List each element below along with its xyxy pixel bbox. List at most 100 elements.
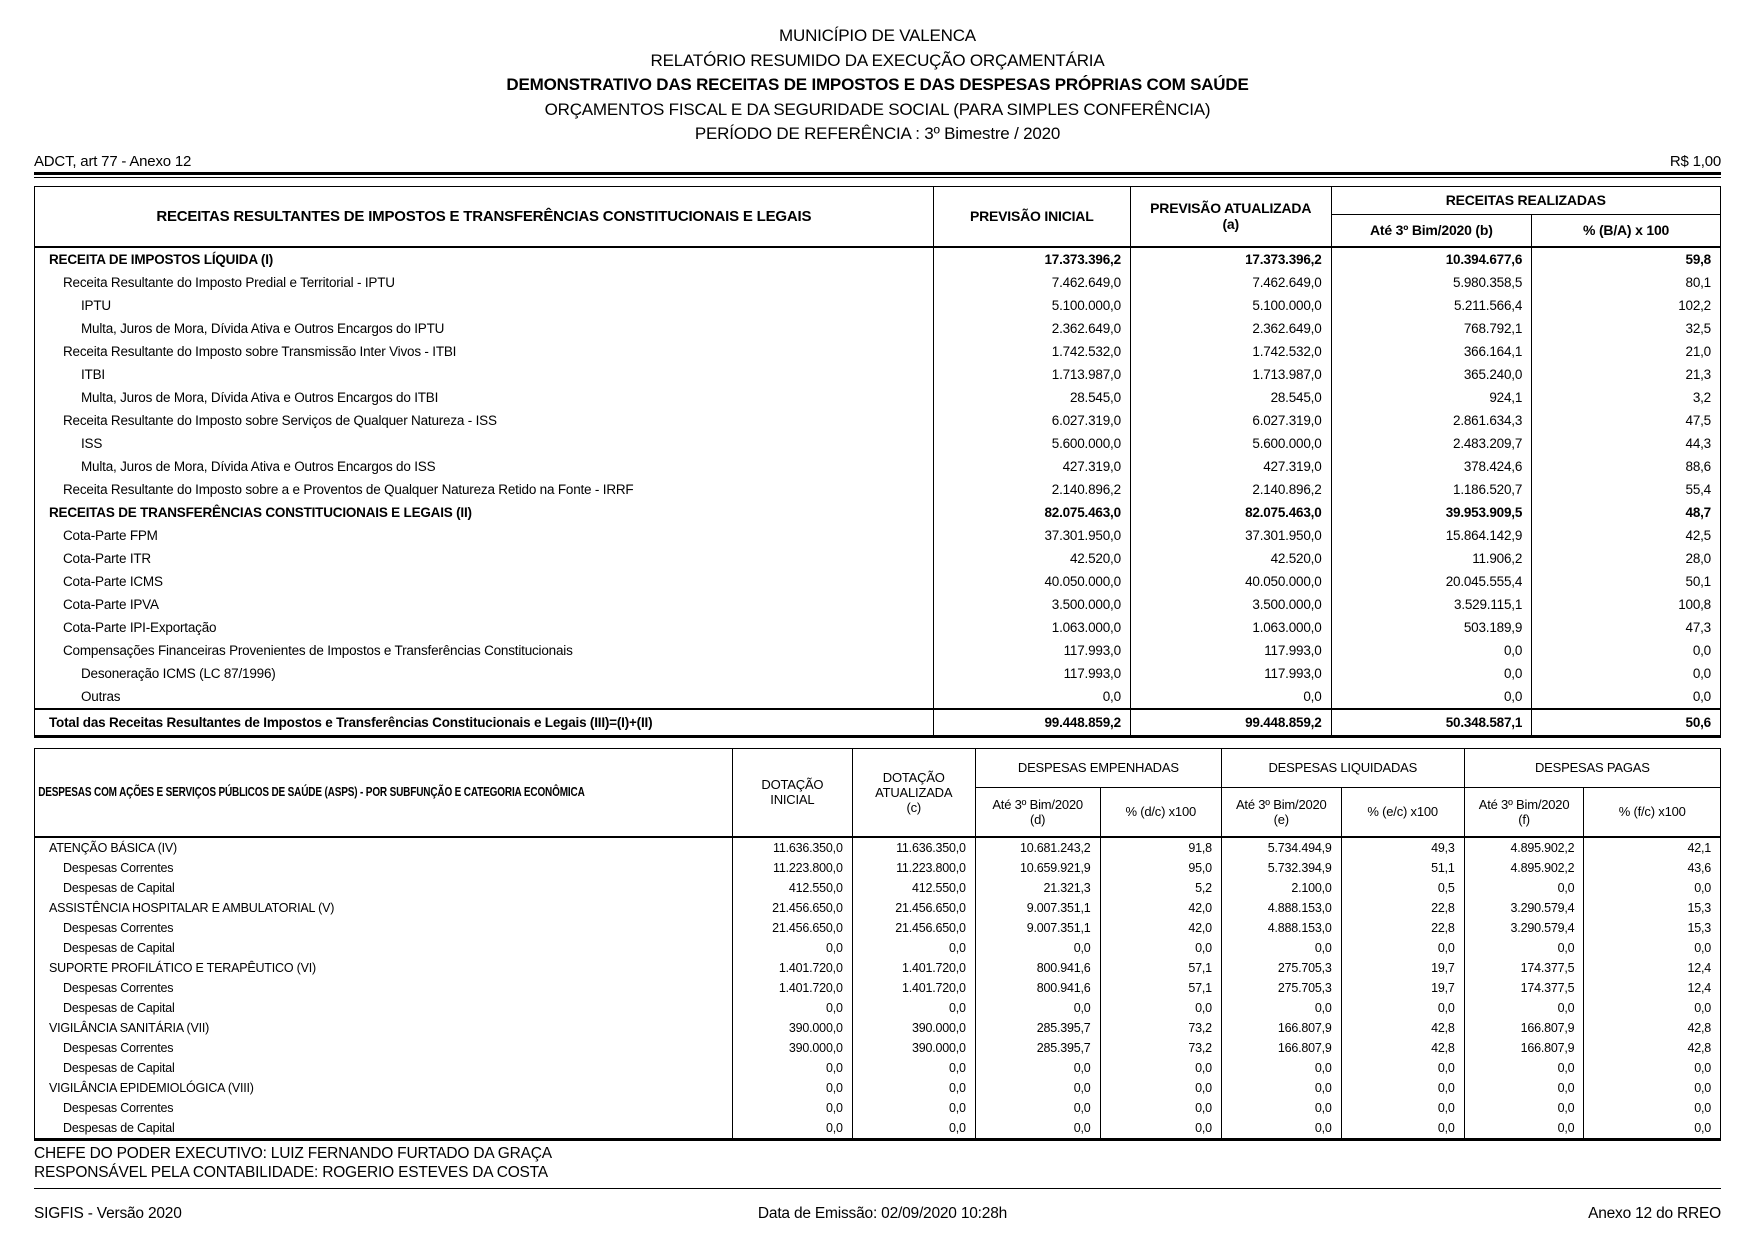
dotacao-atualizada-line2: ATUALIZADA [875, 784, 953, 800]
table-row: RECEITAS DE TRANSFERÊNCIAS CONSTITUCIONA… [35, 500, 1721, 524]
cell-value: 20.045.555,4 [1330, 569, 1532, 593]
cell-value: 412.550,0 [732, 877, 853, 898]
cell-value: 80,1 [1531, 270, 1721, 294]
liquidadas-periodo-line2: (e) [1273, 811, 1289, 827]
footer-emission-date: Data de Emissão: 02/09/2020 10:28h [757, 1204, 1008, 1222]
signature-accountant: RESPONSÁVEL PELA CONTABILIDADE: ROGERIO … [34, 1163, 548, 1181]
liquidadas-periodo-line1: Até 3º Bim/2020 [1235, 796, 1327, 812]
total-value: 50,6 [1531, 707, 1721, 736]
cell-value: 0,0 [1330, 684, 1532, 709]
cell-value: 59,8 [1531, 246, 1721, 271]
cell-value: 0,0 [851, 1057, 976, 1078]
cell-value: 3,2 [1531, 385, 1721, 409]
cell-value: 2.483.209,7 [1330, 431, 1532, 455]
dotacao-atualizada-line1: DOTAÇÃO [882, 769, 945, 785]
cell-value: 21,3 [1531, 362, 1721, 386]
col-header-dotacao-atualizada: DOTAÇÃO ATUALIZADA (c) [851, 747, 976, 837]
cell-value: 3.529.115,1 [1330, 592, 1532, 616]
cell-value: 2.100,0 [1220, 877, 1342, 898]
cell-value: 0,0 [851, 1097, 976, 1118]
table-row: ATENÇÃO BÁSICA (IV) 11.636.350,0 11.636.35… [35, 836, 1721, 858]
cell-value: 12,4 [1583, 957, 1721, 978]
cell-value: 4.888.153,0 [1220, 897, 1342, 918]
cell-value: 174.377,5 [1463, 977, 1584, 998]
cell-value: 0,0 [1463, 1077, 1584, 1098]
cell-value: 2.140.896,2 [932, 477, 1131, 501]
col-header-receitas-label: RECEITAS RESULTANTES DE IMPOSTOS E TRANS… [34, 185, 934, 247]
cell-value: 2.861.634,3 [1330, 408, 1532, 432]
cell-value: 0,0 [1583, 997, 1721, 1018]
cell-value: 0,0 [732, 937, 853, 958]
cell-value: 19,7 [1340, 977, 1465, 998]
table-row: Cota-Parte ITR 42.520,0 42.520,0 11.906,2 28… [35, 546, 1721, 570]
cell-value: 17.373.396,2 [932, 246, 1131, 271]
table-row: Receita Resultante do Imposto sobre a e … [35, 477, 1721, 501]
cell-value: 102,2 [1531, 293, 1721, 317]
signature-block: CHEFE DO PODER EXECUTIVO: LUIZ FERNANDO … [34, 1138, 1721, 1182]
cell-value: 5.100.000,0 [1129, 293, 1332, 317]
footer-row: SIGFIS - Versão 2020 Data de Emissão: 02… [34, 1205, 1721, 1223]
cell-value: 0,0 [1583, 1097, 1721, 1118]
cell-value: 285.395,7 [974, 1017, 1101, 1038]
col-header-empenhadas-pct: % (d/c) x100 [1099, 786, 1222, 837]
row-label: Multa, Juros de Mora, Dívida Ativa e Out… [81, 458, 436, 474]
col-header-previsao-inicial: PREVISÃO INICIAL [932, 185, 1131, 247]
cell-value: 0,0 [1340, 1057, 1465, 1078]
row-label: Despesas Correntes [63, 1040, 174, 1055]
cell-value: 0,0 [1099, 1097, 1222, 1118]
cell-value: 48,7 [1531, 500, 1721, 524]
row-label: Outras [81, 688, 121, 704]
empenhadas-periodo-line2: (d) [1030, 811, 1046, 827]
cell-value: 47,3 [1531, 615, 1721, 639]
row-label: Receita Resultante do Imposto sobre a e … [63, 481, 634, 497]
table-row: Receita Resultante do Imposto Predial e … [35, 270, 1721, 294]
cell-value: 5.980.358,5 [1330, 270, 1532, 294]
footer-divider [34, 1187, 1721, 1189]
cell-value: 0,0 [1220, 1117, 1342, 1138]
despesas-label-text: DESPESAS COM AÇÕES E SERVIÇOS PÚBLICOS D… [38, 784, 585, 799]
reference-row: ADCT, art 77 - Anexo 12 R$ 1,00 [34, 153, 1721, 170]
cell-value: 21,0 [1531, 339, 1721, 363]
despesas-table: DESPESAS COM AÇÕES E SERVIÇOS PÚBLICOS D… [33, 747, 1722, 1139]
cell-value: 15.864.142,9 [1330, 523, 1532, 547]
cell-value: 3.290.579,4 [1463, 897, 1584, 918]
cell-value: 0,0 [1583, 1057, 1721, 1078]
cell-value: 0,0 [851, 937, 976, 958]
col-header-despesas-empenhadas: DESPESAS EMPENHADAS [974, 747, 1222, 788]
cell-value: 82.075.463,0 [1129, 500, 1332, 524]
cell-value: 0,0 [1220, 937, 1342, 958]
cell-value: 6.027.319,0 [1129, 408, 1332, 432]
cell-value: 0,0 [974, 1057, 1101, 1078]
cell-value: 32,5 [1531, 316, 1721, 340]
table-row: Cota-Parte IPI-Exportação 1.063.000,0 1.06… [35, 615, 1721, 639]
table-row: Outras 0,0 0,0 0,0 0,0 [35, 684, 1721, 709]
cell-value: 0,0 [1220, 1057, 1342, 1078]
pagas-periodo-line2: (f) [1518, 811, 1530, 827]
cell-value: 10.659.921,9 [974, 857, 1101, 878]
cell-value: 1.742.532,0 [1129, 339, 1332, 363]
cell-value: 0,0 [1531, 638, 1721, 662]
table-row: Despesas Correntes 1.401.720,0 1.401.720,0… [35, 977, 1721, 998]
cell-value: 73,2 [1099, 1017, 1222, 1038]
cell-value: 427.319,0 [932, 454, 1131, 478]
cell-value: 378.424,6 [1330, 454, 1532, 478]
cell-value: 15,3 [1583, 917, 1721, 938]
cell-value: 42,8 [1340, 1017, 1465, 1038]
cell-value: 55,4 [1531, 477, 1721, 501]
total-value: 99.448.859,2 [932, 707, 1131, 736]
cell-value: 0,0 [1340, 1117, 1465, 1138]
cell-value: 0,0 [732, 997, 853, 1018]
cell-value: 0,0 [1531, 684, 1721, 709]
cell-value: 28.545,0 [932, 385, 1131, 409]
cell-value: 42,8 [1340, 1037, 1465, 1058]
col-header-previsao-atualizada: PREVISÃO ATUALIZADA (a) [1129, 185, 1332, 247]
row-label: Despesas de Capital [63, 940, 175, 955]
cell-value: 47,5 [1531, 408, 1721, 432]
divider-thin [34, 176, 1721, 178]
cell-value: 390.000,0 [851, 1017, 976, 1038]
cell-value: 11.223.800,0 [851, 857, 976, 878]
row-label: Despesas de Capital [63, 1120, 175, 1135]
cell-value: 7.462.649,0 [1129, 270, 1332, 294]
cell-value: 39.953.909,5 [1330, 500, 1532, 524]
cell-value: 1.401.720,0 [851, 957, 976, 978]
